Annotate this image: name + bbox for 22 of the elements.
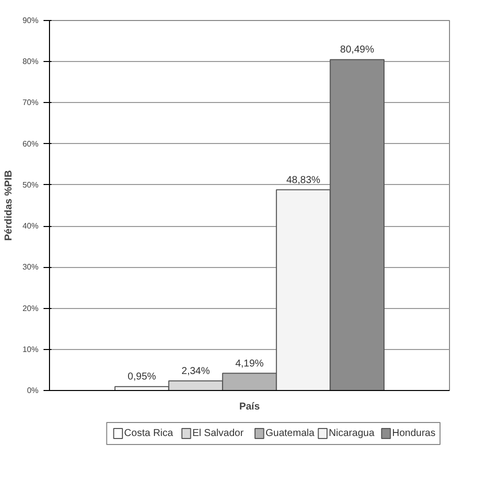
y-tick-label: 10% — [22, 344, 39, 354]
y-tick-label: 80% — [22, 57, 39, 66]
data-label: 48,83% — [286, 174, 320, 186]
legend-label: Costa Rica — [124, 428, 174, 439]
y-tick-label: 0% — [26, 386, 38, 395]
data-label: 4,19% — [235, 358, 264, 370]
legend-label: El Salvador — [192, 428, 244, 439]
y-tick-label: 20% — [22, 304, 39, 313]
x-axis-title: País — [239, 402, 260, 412]
data-label: 80,49% — [340, 44, 374, 56]
y-tick-label: 30% — [22, 262, 39, 272]
y-tick-label: 70% — [22, 98, 39, 108]
y-axis-title: Pérdidas %PIB — [3, 170, 14, 241]
data-label: 0,95% — [128, 372, 156, 383]
legend-label: Nicaragua — [328, 428, 375, 439]
y-tick-label: 50% — [22, 180, 39, 190]
data-label: 2,34% — [182, 366, 210, 377]
legend-label: Guatemala — [265, 428, 315, 439]
y-tick-label: 60% — [22, 139, 39, 148]
y-tick-label: 90% — [22, 16, 39, 25]
y-tick-label: 40% — [22, 222, 39, 231]
legend-label: Honduras — [392, 428, 436, 439]
